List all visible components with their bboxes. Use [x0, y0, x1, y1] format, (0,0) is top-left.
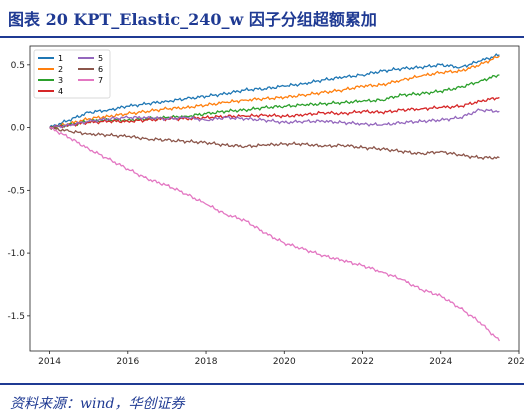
- chart-title: 图表 20 KPT_Elastic_240_w 因子分组超额累加: [8, 10, 377, 29]
- plot-frame: [29, 45, 520, 352]
- series-line-1: [49, 53, 500, 129]
- footer-divider: [0, 383, 524, 385]
- series-line-2: [49, 55, 500, 130]
- series-line-7: [49, 126, 500, 342]
- x-tick-label: 2018: [195, 357, 218, 367]
- y-tick-label: 0.5: [11, 61, 25, 71]
- x-tick-label: 2020: [273, 357, 296, 367]
- legend-label-6: 6: [98, 65, 103, 74]
- x-tick-label: 2026: [508, 357, 524, 367]
- series-line-6: [49, 126, 500, 161]
- legend-label-5: 5: [98, 54, 103, 63]
- legend-box: [33, 49, 111, 99]
- x-tick-label: 2022: [351, 357, 374, 367]
- series-line-4: [49, 96, 500, 129]
- y-tick-label: -1.5: [7, 312, 25, 322]
- source-note: 资料来源：wind，华创证券: [10, 396, 185, 412]
- x-tick-label: 2024: [429, 357, 452, 367]
- y-tick-label: -0.5: [7, 186, 25, 196]
- series-line-3: [49, 74, 500, 130]
- x-tick-label: 2014: [38, 357, 61, 367]
- series-line-5: [49, 108, 500, 130]
- legend-label-7: 7: [98, 76, 103, 85]
- title-divider: [0, 36, 524, 38]
- line-chart: -1.5 -1.0 -0.5 0.0 0.5 2014 2016 2018 2020 2022 20…: [7, 45, 524, 367]
- legend-label-2: 2: [58, 65, 63, 74]
- legend-label-4: 4: [58, 87, 63, 96]
- y-tick-label: -1.0: [7, 249, 25, 259]
- x-tick-label: 2016: [116, 357, 139, 367]
- legend-label-1: 1: [58, 54, 63, 63]
- y-tick-label: 0.0: [11, 124, 26, 134]
- legend-label-3: 3: [58, 76, 63, 85]
